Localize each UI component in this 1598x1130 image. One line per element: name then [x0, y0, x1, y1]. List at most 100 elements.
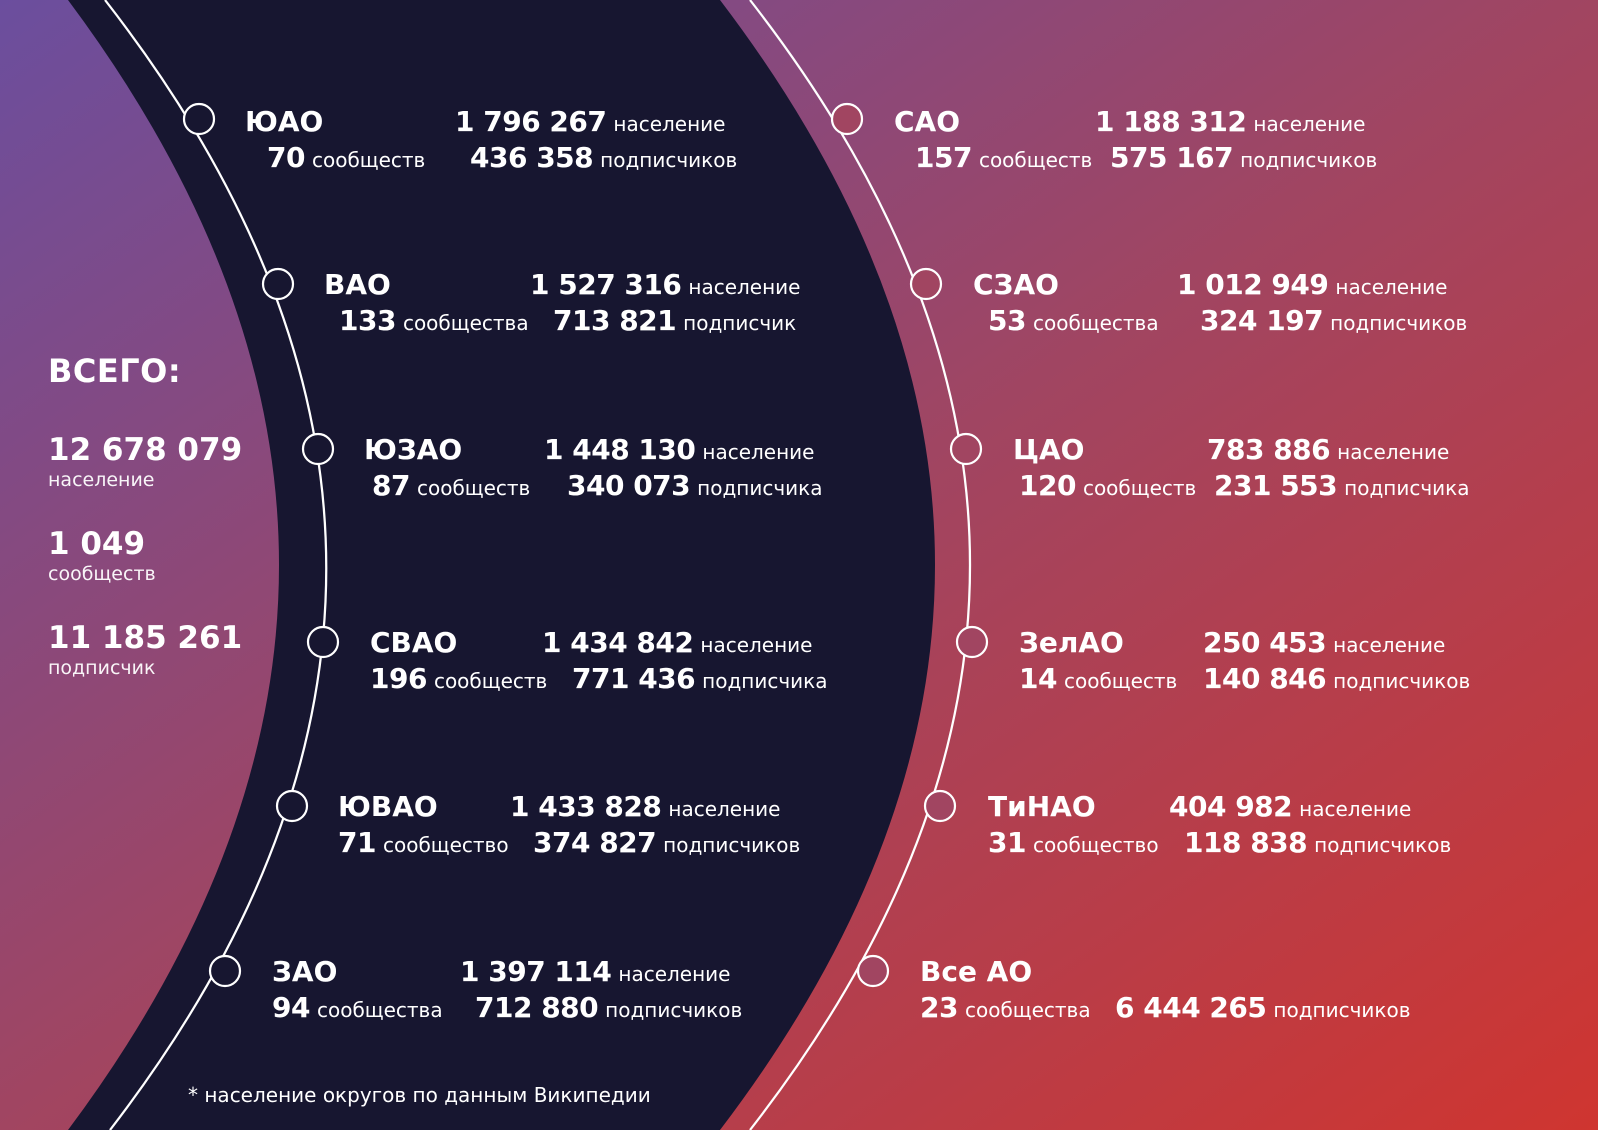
district-subscribers: 771 436 подписчика [572, 661, 828, 701]
communities-label: сообществ [978, 148, 1093, 172]
subscribers-value: 713 821 [553, 304, 677, 337]
district-name: ЗелАО [1019, 626, 1124, 659]
district-communities: 23 сообщества [920, 990, 1091, 1030]
population-value: 1 527 316 [530, 268, 682, 301]
district-name: ЮВАО [338, 790, 438, 823]
district-population: 1 433 828 население [510, 789, 780, 829]
district-name: ЦАО [1013, 433, 1085, 466]
population-value: 1 433 828 [510, 790, 662, 823]
communities-label: сообщества [1032, 311, 1159, 335]
subscribers-value: 436 358 [470, 141, 594, 174]
district-communities: 70 сообществ [267, 140, 425, 180]
communities-label: сообщества [964, 998, 1091, 1022]
population-value: 1 448 130 [544, 433, 696, 466]
district-communities: 31 сообщество [988, 825, 1159, 865]
district-name: ЗАО [272, 955, 338, 988]
population-label: население [688, 275, 801, 299]
marker-zao [208, 954, 242, 988]
district-population: 1 527 316 население [530, 267, 800, 307]
subscribers-value: 324 197 [1200, 304, 1324, 337]
district-subscribers: 324 197 подписчиков [1200, 303, 1467, 343]
population-value: 1 434 842 [542, 626, 694, 659]
district-communities: 71 сообщество [338, 825, 509, 865]
district-population: 1 188 312 население [1095, 104, 1365, 144]
communities-value: 71 [338, 826, 376, 859]
subscribers-value: 374 827 [533, 826, 657, 859]
district-subscribers: 118 838 подписчиков [1184, 825, 1451, 865]
marker-sao [830, 102, 864, 136]
total-communities-label: сообществ [48, 563, 156, 585]
communities-value: 87 [372, 469, 410, 502]
district-name: ЮЗАО [364, 433, 463, 466]
population-value: 783 886 [1207, 433, 1331, 466]
district-name: ТиНАО [988, 790, 1096, 823]
total-population-value: 12 678 079 [48, 432, 243, 468]
totals-heading: ВСЕГО: [48, 352, 182, 390]
communities-value: 133 [339, 304, 396, 337]
marker-svao [306, 625, 340, 659]
subscribers-label: подписчиков [1240, 148, 1378, 172]
timeline-markers [182, 102, 989, 988]
district-name: ЮАО [245, 105, 324, 138]
district-communities: 133 сообщества [339, 303, 529, 343]
total-population-label: население [48, 469, 155, 491]
population-label: население [668, 797, 781, 821]
population-value: 1 188 312 [1095, 105, 1247, 138]
subscribers-value: 712 880 [475, 991, 599, 1024]
communities-value: 94 [272, 991, 310, 1024]
footnote: * население округов по данным Википедии [188, 1083, 651, 1107]
population-value: 1 012 949 [1177, 268, 1329, 301]
marker-tsao [949, 432, 983, 466]
district-subscribers: 712 880 подписчиков [475, 990, 742, 1030]
district-communities: 94 сообщества [272, 990, 443, 1030]
population-label: население [1253, 112, 1366, 136]
subscribers-label: подписчиков [663, 833, 801, 857]
marker-tinao [923, 789, 957, 823]
subscribers-value: 118 838 [1184, 826, 1308, 859]
district-communities: 14 сообществ [1019, 661, 1177, 701]
marker-zelao [955, 625, 989, 659]
subscribers-value: 771 436 [572, 662, 696, 695]
subscribers-value: 140 846 [1203, 662, 1327, 695]
total-population: 12 678 079 население [48, 432, 288, 492]
district-subscribers: 575 167 подписчиков [1110, 140, 1377, 180]
population-value: 1 796 267 [455, 105, 607, 138]
communities-value: 23 [920, 991, 958, 1024]
district-subscribers: 436 358 подписчиков [470, 140, 737, 180]
communities-value: 157 [915, 141, 972, 174]
marker-yuao [182, 102, 216, 136]
district-population: 1 448 130 население [544, 432, 814, 472]
district-population: 1 012 949 население [1177, 267, 1447, 307]
subscribers-label: подписчик [683, 311, 797, 335]
district-name: СЗАО [973, 268, 1059, 301]
district-population: 250 453 население [1203, 625, 1445, 665]
subscribers-label: подписчиков [600, 148, 738, 172]
subscribers-label: подписчика [697, 476, 823, 500]
district-subscribers: 140 846 подписчиков [1203, 661, 1470, 701]
population-label: население [700, 633, 813, 657]
communities-value: 14 [1019, 662, 1057, 695]
subscribers-label: подписчиков [605, 998, 743, 1022]
district-communities: 157 сообществ [915, 140, 1092, 180]
population-label: население [613, 112, 726, 136]
district-subscribers: 6 444 265 подписчиков [1115, 990, 1411, 1030]
district-name: ВАО [324, 268, 391, 301]
district-communities: 87 сообществ [372, 468, 530, 508]
communities-value: 70 [267, 141, 305, 174]
subscribers-label: подписчиков [1314, 833, 1452, 857]
communities-label: сообществ [433, 669, 548, 693]
marker-yuvao [275, 789, 309, 823]
district-population: 404 982 население [1169, 789, 1411, 829]
district-name: СВАО [370, 626, 458, 659]
district-subscribers: 340 073 подписчика [567, 468, 823, 508]
communities-value: 120 [1019, 469, 1076, 502]
total-subscribers-label: подписчик [48, 657, 156, 679]
district-communities: 53 сообщества [988, 303, 1159, 343]
district-population: 1 434 842 население [542, 625, 812, 665]
communities-label: сообществ [311, 148, 426, 172]
subscribers-value: 575 167 [1110, 141, 1234, 174]
communities-label: сообществ [416, 476, 531, 500]
district-subscribers: 231 553 подписчика [1214, 468, 1470, 508]
population-label: население [618, 962, 731, 986]
